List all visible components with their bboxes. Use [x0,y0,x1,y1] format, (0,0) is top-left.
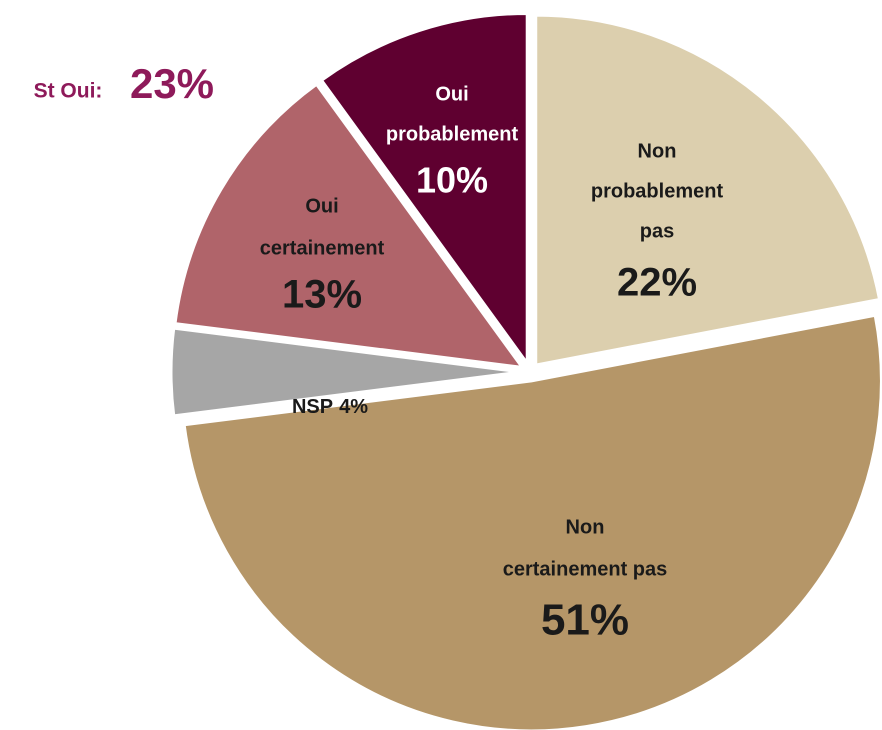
slice-label: Oui [435,83,468,105]
pie-slice [319,11,529,369]
pie-slice [534,13,882,367]
slice-label: certainement pas [503,558,668,580]
slice-value: 13% [282,273,362,317]
slice-label: pas [640,220,674,242]
slice-label: certainement [260,237,385,259]
slice-label: Non [566,516,605,538]
slice-label: probablement [386,123,519,145]
pie-slice [169,326,522,418]
pie-slice [173,82,526,370]
annotation-value: 23% [130,60,214,107]
slice-label: Non [638,140,677,162]
slice-label: NSP 4% [292,396,368,418]
slice-label: probablement [591,180,724,202]
slice-label: Oui [305,195,338,217]
annotation-text: St Oui: [34,80,103,103]
slice-value: 4% [339,396,368,418]
slice-value: 22% [617,261,697,305]
slice-label-line: NSP [292,396,333,418]
pie-slice [182,313,882,730]
slice-value: 51% [541,596,629,645]
slice-value: 10% [416,160,488,201]
